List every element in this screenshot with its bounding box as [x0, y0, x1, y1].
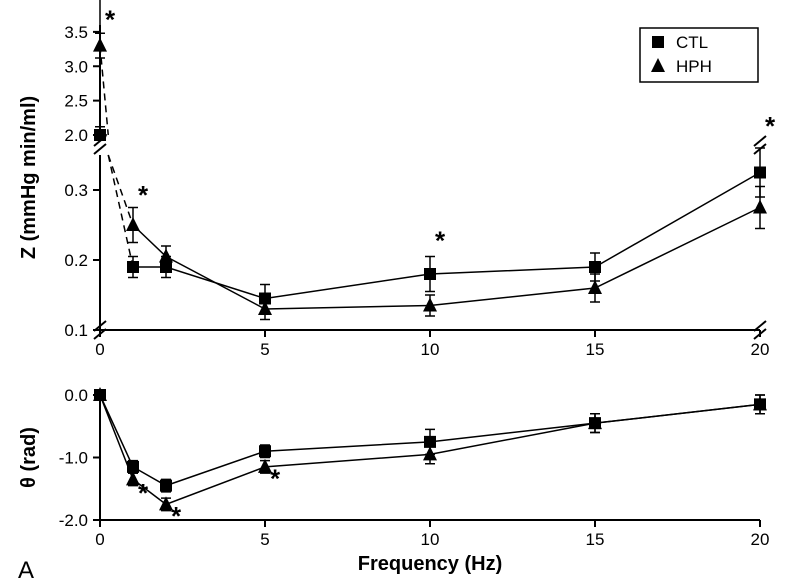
svg-text:10: 10	[421, 340, 440, 359]
impedance-phase-chart: 2.0 2.5 3.0 3.5 0.1 0.2 0.3 0 5 10 15 20 * * * * Z (mmHg…	[0, 0, 800, 583]
svg-text:2.5: 2.5	[64, 92, 88, 111]
svg-text:0: 0	[95, 340, 104, 359]
svg-text:CTL: CTL	[676, 33, 708, 52]
svg-text:15: 15	[586, 530, 605, 549]
svg-text:2.0: 2.0	[64, 126, 88, 145]
svg-text:0.2: 0.2	[64, 251, 88, 270]
svg-text:*: *	[138, 478, 149, 508]
svg-text:θ (rad): θ (rad)	[18, 427, 40, 488]
svg-text:10: 10	[421, 530, 440, 549]
svg-text:*: *	[171, 501, 182, 531]
svg-text:5: 5	[260, 340, 269, 359]
svg-text:20: 20	[751, 530, 770, 549]
svg-text:3.0: 3.0	[64, 57, 88, 76]
svg-text:-1.0: -1.0	[59, 449, 88, 468]
legend: CTL HPH	[640, 28, 758, 82]
svg-text:*: *	[435, 226, 446, 256]
svg-text:0.1: 0.1	[64, 321, 88, 340]
svg-text:A: A	[18, 557, 34, 583]
svg-text:15: 15	[586, 340, 605, 359]
svg-text:*: *	[270, 463, 281, 493]
svg-text:*: *	[765, 111, 776, 141]
svg-text:0.3: 0.3	[64, 181, 88, 200]
svg-text:0: 0	[95, 530, 104, 549]
svg-text:Z (mmHg min/ml): Z (mmHg min/ml)	[18, 96, 40, 259]
svg-text:0.0: 0.0	[64, 386, 88, 405]
svg-text:3.5: 3.5	[64, 23, 88, 42]
bottom-panel: -2.0 -1.0 0.0 0 5 10 15 20 * * * θ (rad)	[18, 386, 769, 549]
svg-text:20: 20	[751, 340, 770, 359]
svg-text:HPH: HPH	[676, 57, 712, 76]
svg-text:Frequency (Hz): Frequency (Hz)	[358, 553, 502, 575]
svg-text:-2.0: -2.0	[59, 511, 88, 530]
svg-text:5: 5	[260, 530, 269, 549]
svg-text:*: *	[105, 4, 116, 34]
svg-text:*: *	[138, 180, 149, 210]
